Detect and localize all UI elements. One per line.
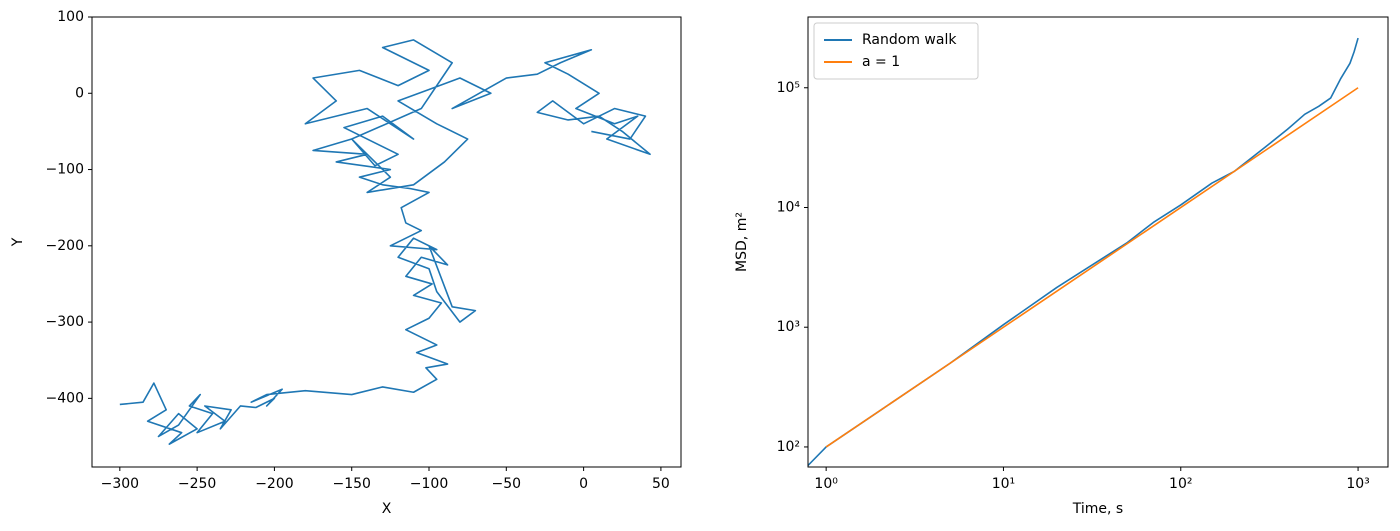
plot-area xyxy=(119,39,651,445)
x-tick-label: −150 xyxy=(332,476,370,492)
y-tick-label: 100 xyxy=(57,9,84,25)
data-line xyxy=(119,39,651,445)
x-tick-label: 0 xyxy=(579,476,588,492)
data-line xyxy=(825,87,1359,448)
x-tick-label: −300 xyxy=(101,476,139,492)
y-tick-label: −100 xyxy=(46,162,84,178)
axes-frame xyxy=(91,16,682,468)
x-tick-label: 10¹ xyxy=(992,476,1015,492)
y-tick-label: −300 xyxy=(46,314,84,330)
y-axis-label: MSD, m² xyxy=(734,212,750,272)
x-tick-label: 10³ xyxy=(1346,476,1369,492)
data-line xyxy=(808,37,1359,467)
y-tick-label: −400 xyxy=(46,390,84,406)
x-tick-label: −200 xyxy=(255,476,293,492)
x-axis-label: Time, s xyxy=(1072,501,1123,517)
legend-box xyxy=(813,22,979,80)
x-tick-label: −250 xyxy=(178,476,216,492)
x-tick-label: −50 xyxy=(492,476,522,492)
y-tick-label: 0 xyxy=(75,85,84,101)
y-tick-label: 10⁴ xyxy=(777,199,801,215)
y-tick-label: 10² xyxy=(777,439,800,455)
y-axis-label: Y xyxy=(10,237,26,247)
legend-label: Random walk xyxy=(862,32,957,48)
legend-label: a = 1 xyxy=(862,54,900,70)
x-tick-label: −100 xyxy=(410,476,448,492)
plot-area xyxy=(808,37,1359,467)
x-axis-label: X xyxy=(382,501,392,517)
x-tick-label: 10² xyxy=(1169,476,1192,492)
y-tick-label: 10⁵ xyxy=(777,80,800,96)
x-tick-label: 50 xyxy=(652,476,670,492)
x-tick-label: 10⁰ xyxy=(814,476,838,492)
axes-frame xyxy=(807,16,1389,468)
y-tick-label: 10³ xyxy=(777,319,800,335)
y-tick-label: −200 xyxy=(46,238,84,254)
